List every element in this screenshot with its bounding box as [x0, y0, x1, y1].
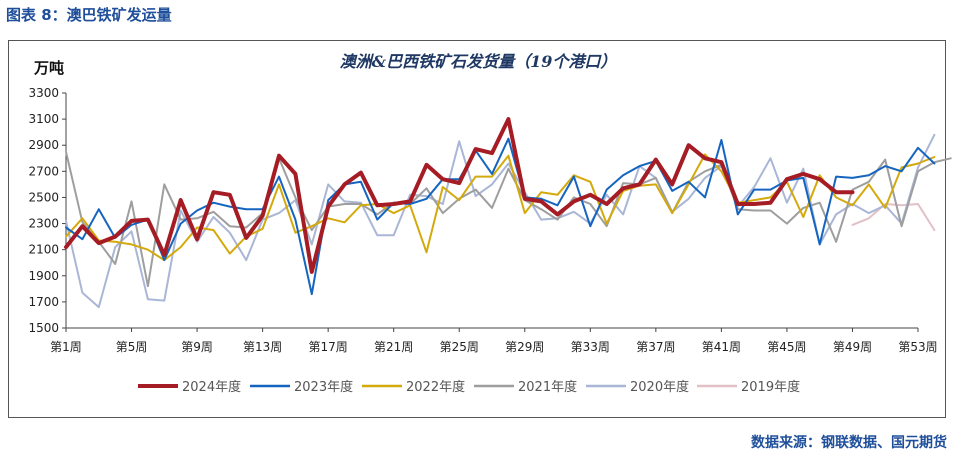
y-tick-label: 2700: [28, 164, 59, 178]
y-tick-label: 3100: [28, 112, 59, 126]
y-axis-label: 万吨: [33, 59, 64, 77]
series-line-2020年度: [65, 133, 936, 309]
x-tick-label: 第45周: [767, 340, 806, 354]
data-source: 数据来源：钢联数据、国元期货: [751, 435, 947, 451]
series-line-2024年度: [64, 117, 855, 274]
chart-frame: [8, 40, 946, 418]
x-tick-label: 第33周: [571, 340, 610, 354]
y-tick-label: 1700: [28, 295, 59, 309]
x-tick-label: 第49周: [833, 340, 872, 354]
x-tick-label: 第1周: [50, 340, 82, 354]
y-tick-label: 3300: [28, 86, 59, 100]
x-tick-label: 第41周: [702, 340, 741, 354]
y-tick-label: 1900: [28, 269, 59, 283]
y-tick-label: 2500: [28, 190, 59, 204]
y-tick-label: 2100: [28, 243, 59, 257]
chart-title: 澳洲&巴西铁矿石发货量（19个港口）: [340, 52, 617, 71]
x-tick-label: 第37周: [636, 340, 675, 354]
series-line-2021年度: [65, 150, 952, 288]
y-tick-label: 1500: [28, 321, 59, 335]
x-tick-label: 第5周: [116, 340, 148, 354]
x-tick-label: 第21周: [374, 340, 413, 354]
x-tick-label: 第9周: [181, 340, 213, 354]
legend-label: 2022年度: [406, 379, 465, 395]
y-tick-label: 2900: [28, 138, 59, 152]
legend-label: 2020年度: [630, 379, 689, 395]
legend-label: 2023年度: [294, 379, 353, 395]
legend-label: 2021年度: [518, 379, 577, 395]
series-line-2022年度: [65, 153, 936, 262]
x-tick-label: 第25周: [440, 340, 479, 354]
x-tick-label: 第53周: [898, 340, 937, 354]
series-line-2019年度: [851, 203, 936, 232]
legend-label: 2024年度: [182, 379, 241, 395]
x-tick-label: 第13周: [243, 340, 282, 354]
figure-title: 图表 8：澳巴铁矿发运量: [6, 6, 172, 24]
x-tick-label: 第17周: [309, 340, 348, 354]
x-tick-label: 第29周: [505, 340, 544, 354]
legend-label: 2019年度: [741, 379, 800, 395]
y-tick-label: 2300: [28, 217, 59, 231]
